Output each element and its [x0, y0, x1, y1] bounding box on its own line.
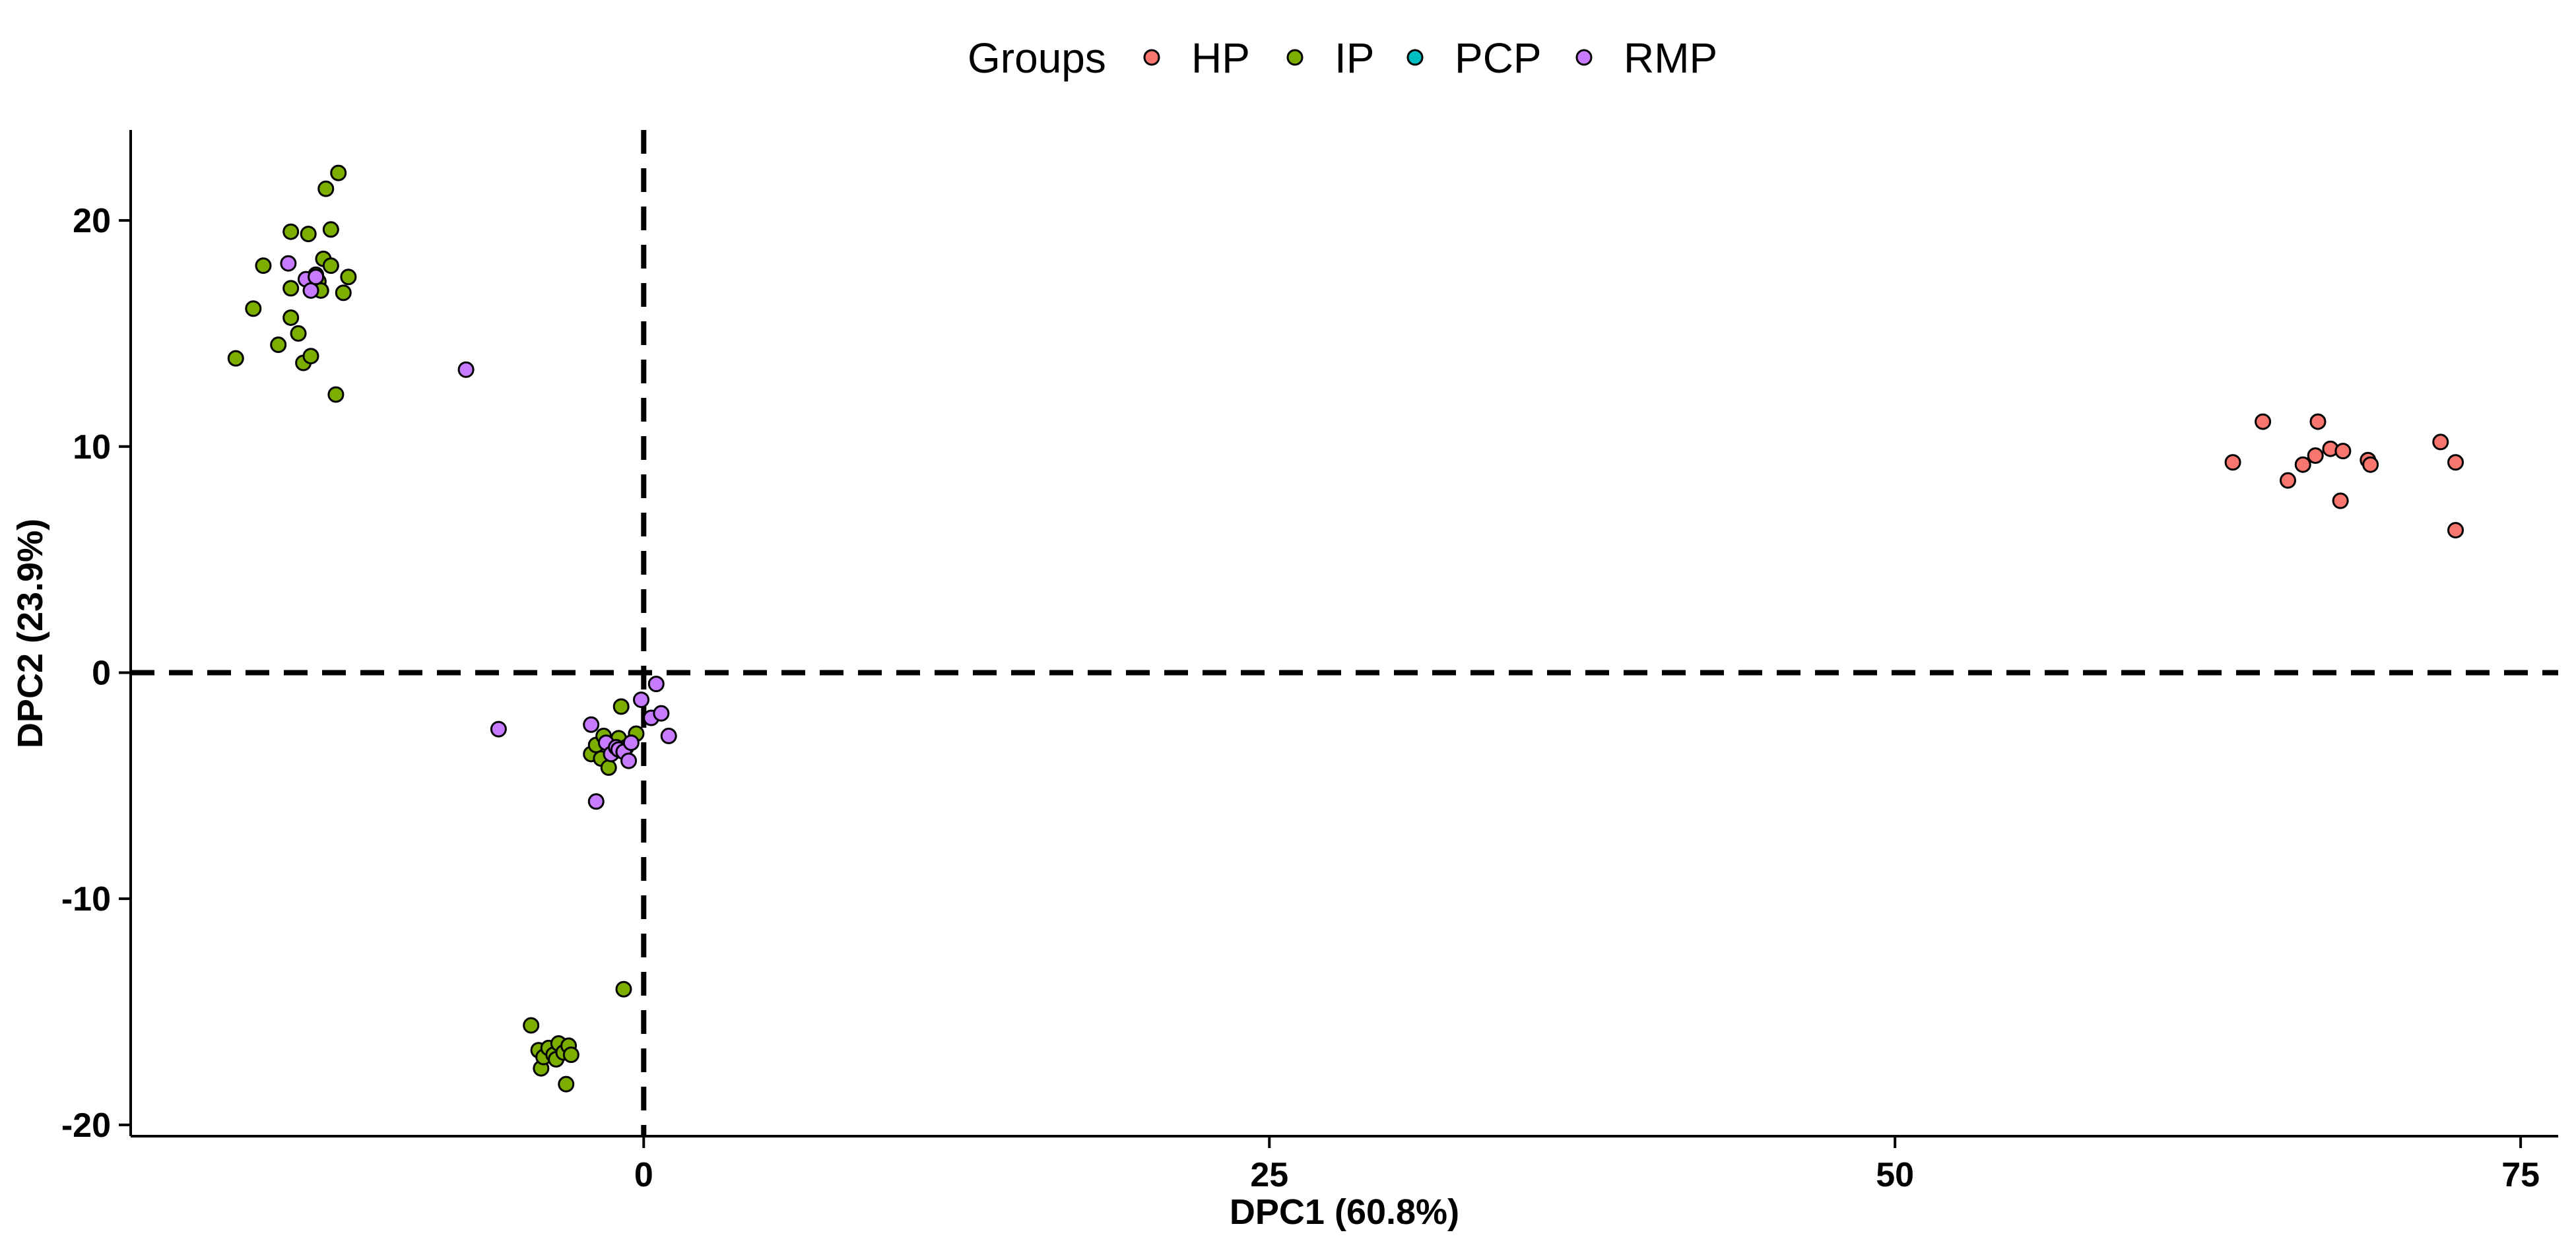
data-points	[227, 164, 2464, 1093]
data-point	[2332, 492, 2349, 509]
x-axis-title: DPC1 (60.8%)	[1230, 1192, 1459, 1232]
data-point	[302, 348, 319, 365]
data-point	[330, 164, 347, 181]
data-point	[335, 284, 352, 302]
data-point	[2255, 413, 2272, 430]
legend-key-hp	[1143, 49, 1160, 66]
y-tick-label: 10	[73, 428, 111, 466]
data-point	[2447, 522, 2464, 539]
data-point	[302, 282, 319, 299]
data-point	[2334, 443, 2352, 460]
data-point	[317, 180, 335, 197]
legend-label-ip: IP	[1335, 34, 1374, 82]
data-point	[282, 280, 300, 297]
data-point	[322, 257, 339, 274]
data-point	[620, 752, 638, 769]
data-point	[2309, 413, 2327, 430]
data-point	[2307, 447, 2324, 464]
data-point	[615, 980, 632, 998]
y-tick-label: -20	[61, 1106, 111, 1145]
data-point	[255, 257, 272, 274]
legend-key-ip	[1286, 49, 1304, 66]
data-point	[340, 269, 357, 286]
data-point	[290, 325, 307, 342]
legend-key-pcp	[1406, 49, 1424, 66]
data-point	[322, 221, 339, 238]
data-point	[562, 1046, 579, 1064]
data-point	[523, 1017, 540, 1034]
data-point	[300, 226, 317, 243]
data-point	[490, 721, 507, 738]
data-point	[647, 676, 665, 693]
legend-label-pcp: PCP	[1455, 34, 1542, 82]
data-point	[2279, 472, 2296, 489]
data-point	[457, 361, 475, 378]
data-point	[2362, 456, 2379, 473]
data-point	[327, 386, 345, 403]
legend-label-rmp: RMP	[1624, 34, 1717, 82]
data-point	[558, 1075, 575, 1093]
x-tick-label: 75	[2501, 1156, 2540, 1194]
data-point	[653, 705, 670, 722]
x-tick-label: 50	[1876, 1156, 1914, 1194]
y-tick-label: 20	[73, 202, 111, 240]
data-point	[227, 350, 244, 367]
data-point	[308, 269, 325, 286]
data-point	[245, 300, 262, 317]
legend-title: Groups	[968, 34, 1106, 82]
y-tick-label: 0	[92, 654, 111, 692]
data-point	[587, 793, 605, 810]
series-rmp	[280, 255, 677, 810]
y-axis-title: DPC2 (23.9%)	[11, 519, 50, 748]
data-point	[2447, 454, 2464, 471]
data-point	[2294, 456, 2311, 473]
x-tick-label: 25	[1250, 1156, 1288, 1194]
data-point	[600, 759, 617, 776]
axis-ticks: 0 25 50 75 -20 -10 0 10 20	[61, 202, 2540, 1194]
data-point	[280, 255, 297, 272]
x-tick-label: 0	[634, 1156, 653, 1194]
data-point	[612, 698, 630, 715]
data-point	[583, 716, 600, 733]
data-point	[633, 691, 650, 709]
legend: Groups HP IP PCP RMP	[968, 34, 1717, 82]
series-hp	[2224, 413, 2464, 539]
data-point	[282, 309, 300, 326]
data-point	[622, 734, 640, 752]
y-tick-label: -10	[61, 880, 111, 918]
legend-key-rmp	[1575, 49, 1593, 66]
data-point	[270, 336, 287, 354]
data-point	[660, 727, 677, 744]
legend-label-hp: HP	[1191, 34, 1250, 82]
data-point	[2224, 454, 2241, 471]
data-point	[282, 223, 300, 240]
data-point	[2432, 433, 2449, 451]
